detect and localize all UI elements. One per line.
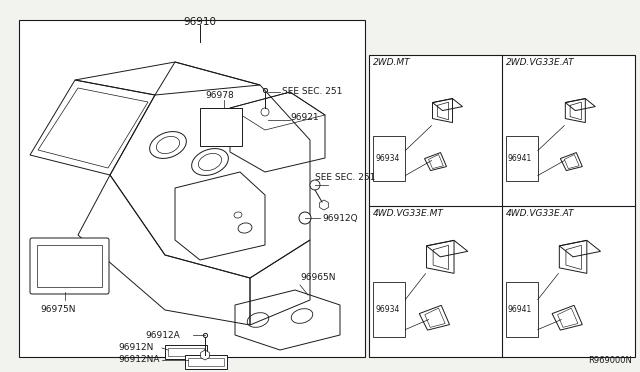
Text: R969000N: R969000N <box>588 356 632 365</box>
Bar <box>37 245 102 287</box>
Circle shape <box>310 180 320 190</box>
Text: 4WD.VG33E.MT: 4WD.VG33E.MT <box>373 209 444 218</box>
Text: 96910: 96910 <box>184 17 216 27</box>
Bar <box>165 345 207 359</box>
Bar <box>369 55 635 357</box>
Text: 96912Q: 96912Q <box>322 214 358 222</box>
Bar <box>185 355 227 369</box>
Circle shape <box>299 212 311 224</box>
Text: 96941: 96941 <box>508 305 532 314</box>
Bar <box>19 20 365 357</box>
Text: 96941: 96941 <box>508 154 532 163</box>
Bar <box>373 282 405 337</box>
Text: 96978: 96978 <box>205 91 234 100</box>
Text: 96912A: 96912A <box>145 330 180 340</box>
Bar <box>168 348 204 356</box>
Text: SEE SEC. 251: SEE SEC. 251 <box>315 173 376 183</box>
Text: 96912N: 96912N <box>118 343 154 353</box>
Text: 4WD.VG33E.AT: 4WD.VG33E.AT <box>506 209 574 218</box>
Text: 96921: 96921 <box>290 113 319 122</box>
FancyBboxPatch shape <box>30 238 109 294</box>
Bar <box>373 135 405 180</box>
Text: 96934: 96934 <box>375 154 399 163</box>
Text: 2WD.VG33E.AT: 2WD.VG33E.AT <box>506 58 574 67</box>
Text: 96934: 96934 <box>375 305 399 314</box>
Circle shape <box>261 108 269 116</box>
Bar <box>506 282 538 337</box>
Text: 96965N: 96965N <box>300 273 335 282</box>
Text: 2WD.MT: 2WD.MT <box>373 58 411 67</box>
Bar <box>200 108 242 146</box>
Bar <box>506 135 538 180</box>
Text: 96912NA: 96912NA <box>118 356 159 365</box>
Text: SEE SEC. 251: SEE SEC. 251 <box>282 87 342 96</box>
Text: 96975N: 96975N <box>40 305 76 314</box>
Bar <box>188 358 224 366</box>
